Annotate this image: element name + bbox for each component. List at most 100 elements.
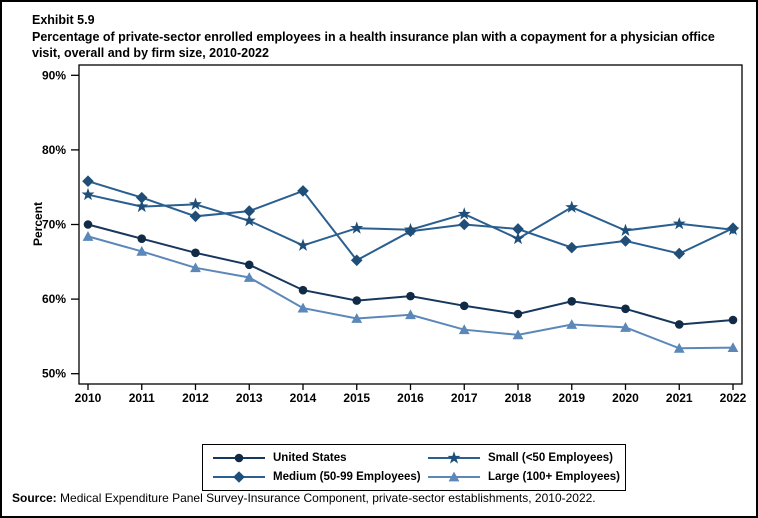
triangle-marker <box>448 471 460 482</box>
circle-marker <box>728 315 738 325</box>
circle-marker <box>244 260 254 270</box>
legend-item: Medium (50-99 Employees) <box>213 469 428 485</box>
x-tick-label: 2018 <box>505 391 532 405</box>
triangle-marker <box>458 324 470 335</box>
circle-marker <box>298 285 308 295</box>
diamond-marker <box>673 247 686 260</box>
x-tick-label: 2012 <box>182 391 209 405</box>
legend-label: Large (100+ Employees) <box>488 471 620 483</box>
diamond-marker <box>189 210 202 223</box>
circle-marker <box>406 291 415 301</box>
x-tick-label: 2022 <box>720 391 747 405</box>
x-tick-label: 2019 <box>558 391 585 405</box>
legend-item: Large (100+ Employees) <box>428 469 620 485</box>
series-line <box>87 193 734 247</box>
x-tick-label: 2010 <box>75 391 102 405</box>
x-tick-label: 2011 <box>129 391 155 405</box>
triangle-marker <box>566 319 578 329</box>
circle-marker <box>513 309 523 319</box>
circle-marker <box>621 304 630 314</box>
circle-marker <box>352 296 362 305</box>
star-marker <box>447 451 461 464</box>
legend-label: Small (<50 Employees) <box>488 452 613 464</box>
triangle-marker <box>190 262 201 273</box>
star-marker <box>350 221 364 234</box>
diamond-marker <box>243 205 256 217</box>
legend-label: Medium (50-99 Employees) <box>273 471 421 483</box>
triangle-legend-swatch <box>428 471 480 482</box>
diamond-marker <box>82 175 94 188</box>
source-label: Source: <box>12 491 57 505</box>
star-marker <box>189 197 202 210</box>
x-tick-label: 2017 <box>451 391 478 405</box>
star-marker <box>619 223 632 236</box>
title-block: Exhibit 5.9 Percentage of private-sector… <box>32 12 744 62</box>
star-marker <box>135 199 149 213</box>
triangle-marker <box>620 322 631 332</box>
triangle-marker <box>351 313 363 323</box>
x-tick-label: 2014 <box>290 391 317 405</box>
exhibit-number: Exhibit 5.9 <box>32 13 95 27</box>
triangle-marker <box>243 272 255 282</box>
circle-legend-swatch <box>213 453 265 463</box>
star-marker <box>672 216 686 230</box>
diamond-marker <box>297 185 309 197</box>
series-star <box>81 187 740 251</box>
diamond-marker <box>350 254 363 267</box>
line-chart: 50% 60% 70% 80% 90% Percent 2010 2011 2012 2013 20… <box>31 64 747 405</box>
y-tick-label: 70% <box>42 218 66 232</box>
star-marker <box>404 222 417 236</box>
x-tick-label: 2016 <box>397 391 424 405</box>
triangle-marker <box>673 342 685 353</box>
x-tick-label: 2020 <box>612 391 639 405</box>
x-tick-label: 2013 <box>236 391 263 405</box>
triangle-marker <box>512 329 524 340</box>
x-tick-label: 2021 <box>666 391 693 405</box>
y-tick-label: 50% <box>42 367 66 381</box>
diamond-marker <box>233 471 245 483</box>
legend-label: United States <box>273 452 347 464</box>
circle-marker <box>137 234 147 243</box>
star-legend-swatch <box>428 451 480 464</box>
legend-item: Small (<50 Employees) <box>428 450 620 466</box>
circle-marker <box>234 453 244 463</box>
y-axis-label: Percent <box>31 202 45 246</box>
series-circle <box>83 220 738 329</box>
chart-legend: United States Small (<50 Employees) Medium… <box>202 444 626 491</box>
circle-marker <box>83 220 93 229</box>
diamond-marker <box>135 191 148 204</box>
diamond-marker <box>619 235 632 247</box>
chart-title: Percentage of private-sector enrolled em… <box>32 29 715 61</box>
diamond-marker <box>512 223 524 235</box>
star-marker <box>296 238 310 251</box>
y-tick-label: 80% <box>42 143 66 157</box>
y-tick-label: 90% <box>42 68 66 82</box>
star-marker <box>565 200 579 213</box>
star-marker <box>726 222 740 236</box>
circle-marker <box>191 248 200 258</box>
x-tick-label: 2015 <box>343 391 370 405</box>
triangle-marker <box>82 231 94 241</box>
circle-marker <box>567 297 577 306</box>
series-line <box>87 180 734 262</box>
source-text: Medical Expenditure Panel Survey-Insuran… <box>56 491 596 505</box>
source-note: Source: Medical Expenditure Panel Survey… <box>12 491 596 505</box>
star-marker <box>457 207 471 220</box>
y-tick-label: 60% <box>42 292 66 306</box>
star-marker <box>242 213 256 227</box>
star-marker <box>511 231 525 245</box>
legend-item: United States <box>213 450 428 466</box>
circle-marker <box>674 320 684 329</box>
series-diamond <box>82 175 739 267</box>
star-marker <box>81 187 95 201</box>
circle-marker <box>459 301 469 311</box>
triangle-marker <box>136 245 148 256</box>
diamond-legend-swatch <box>213 471 265 483</box>
triangle-marker <box>727 342 739 352</box>
triangle-marker <box>297 302 309 313</box>
series-triangle <box>82 231 739 353</box>
diamond-marker <box>565 241 578 254</box>
triangle-marker <box>405 309 416 320</box>
diamond-marker <box>458 218 471 231</box>
